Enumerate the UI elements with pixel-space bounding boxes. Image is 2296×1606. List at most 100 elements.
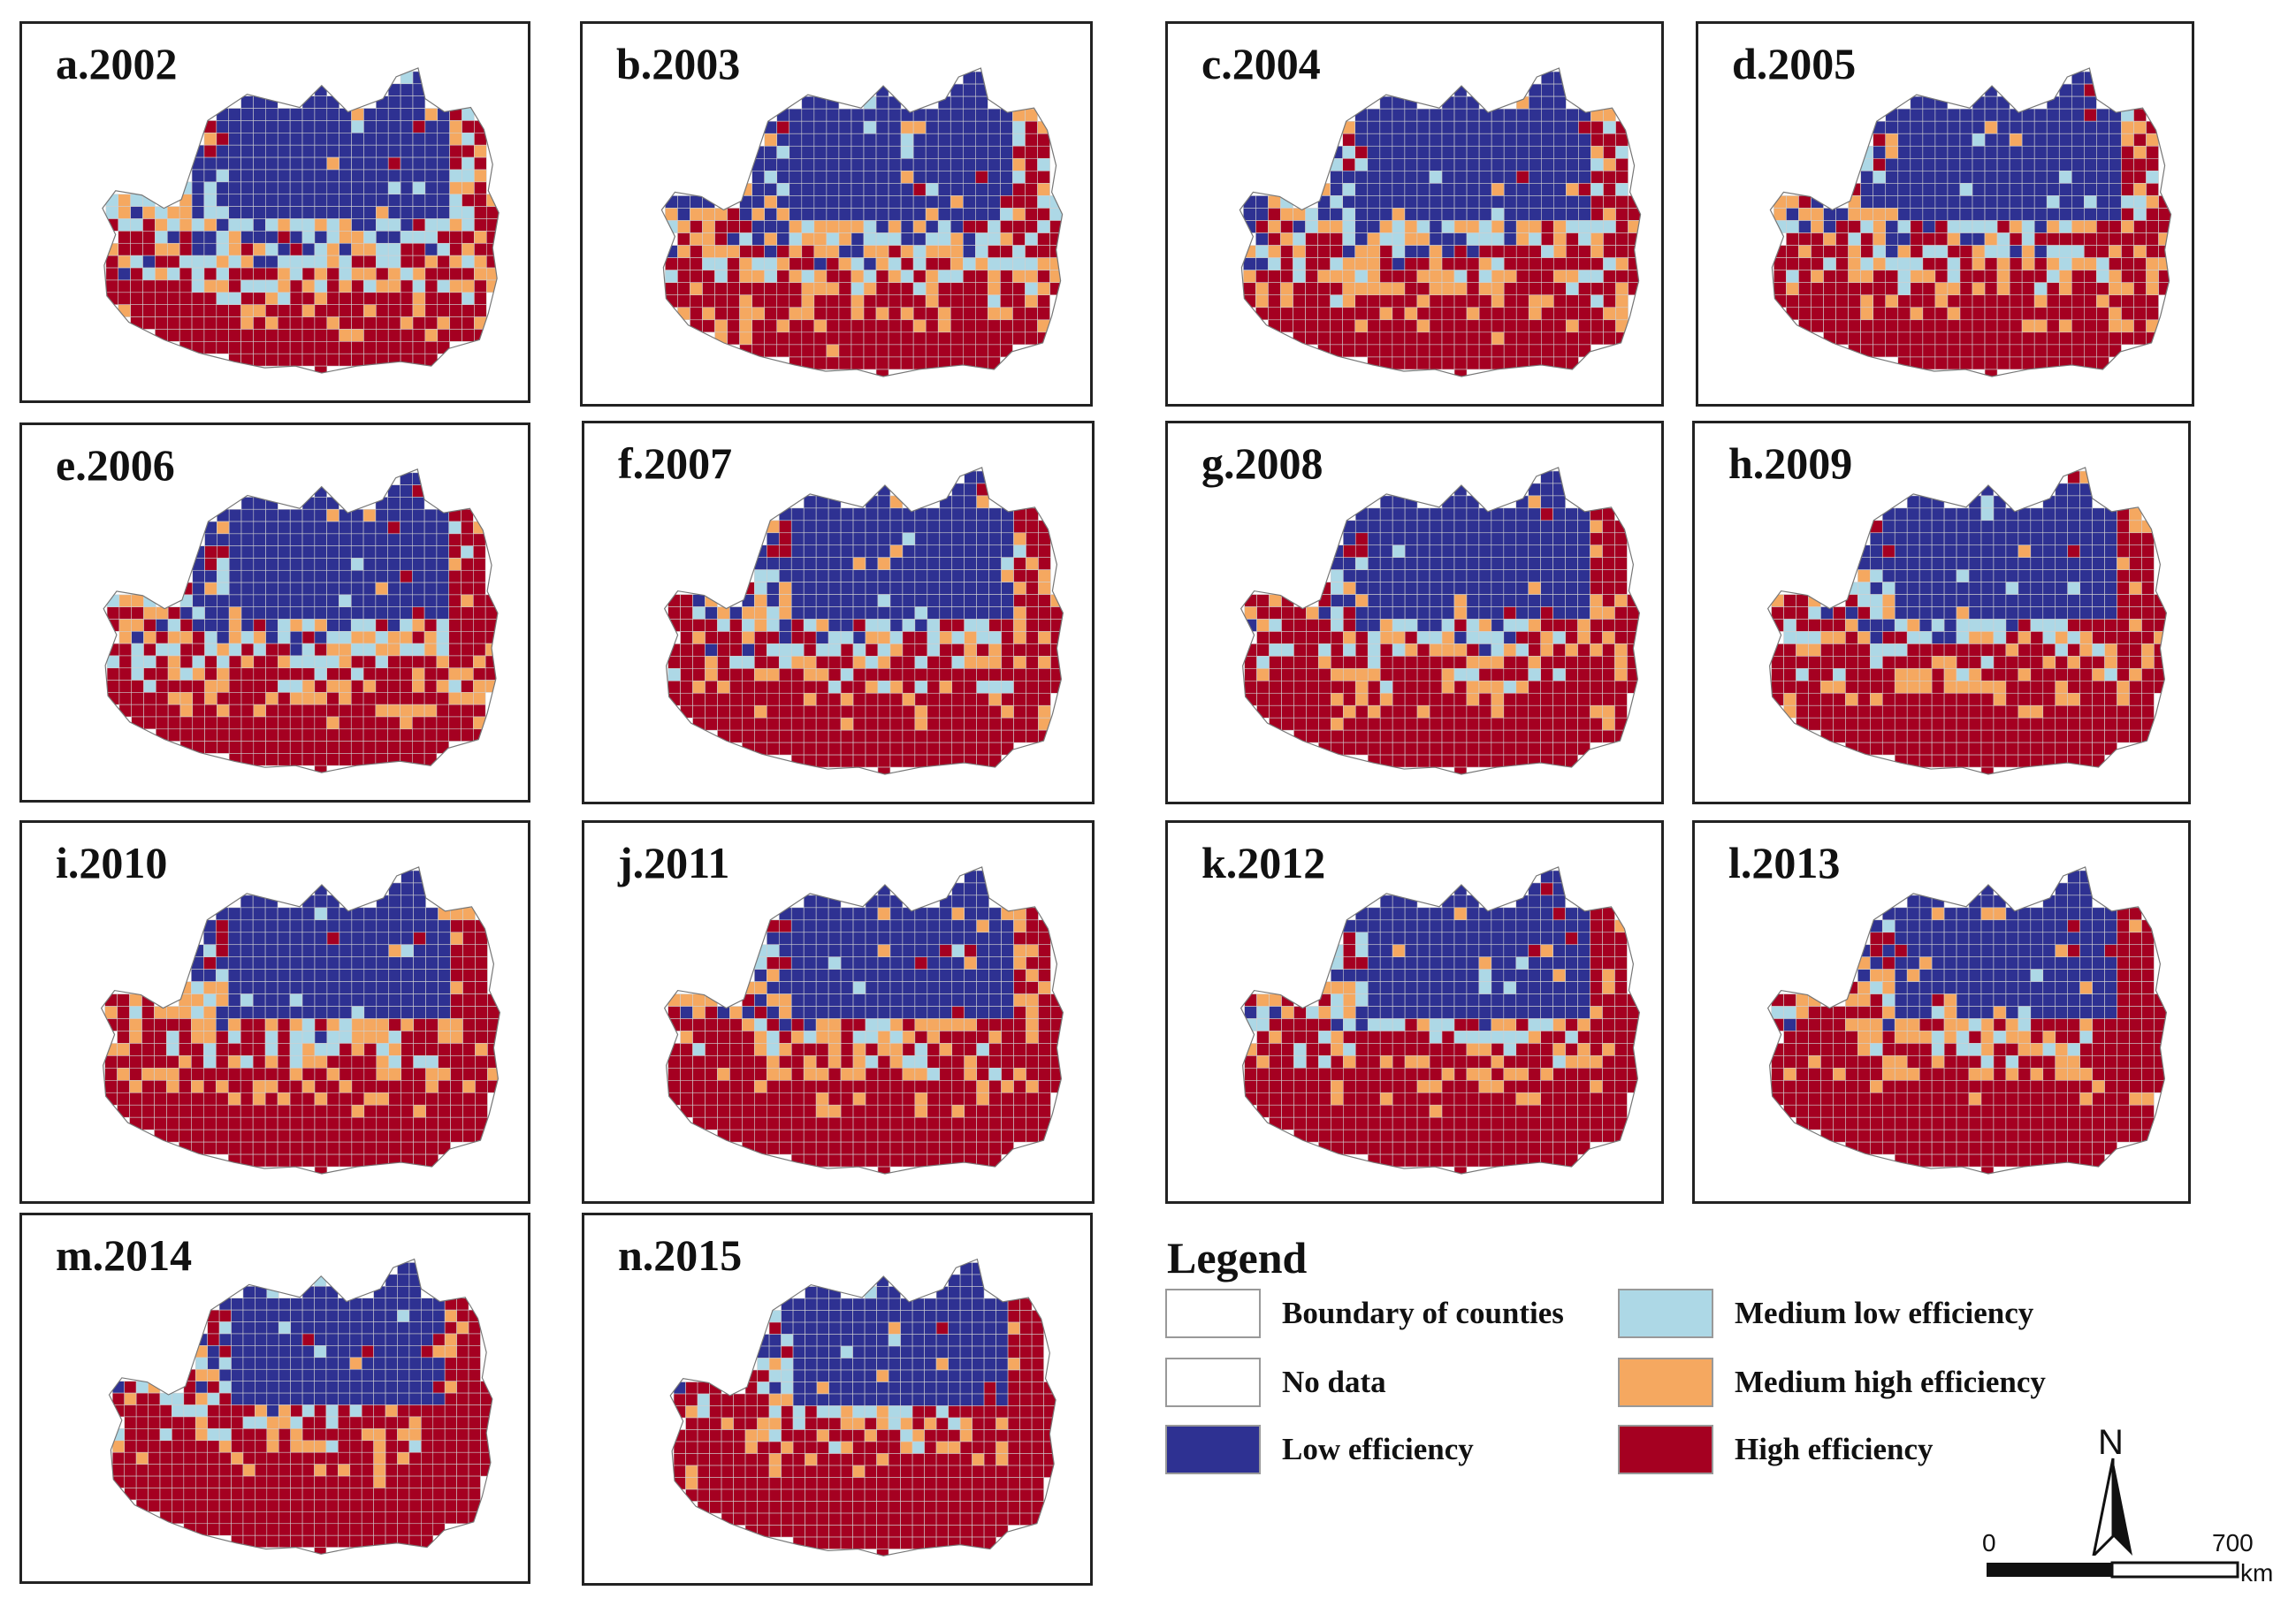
county-cell xyxy=(1466,158,1480,171)
county-cell xyxy=(1293,668,1307,681)
county-cell xyxy=(1392,656,1406,669)
county-cell xyxy=(400,120,414,133)
county-cell xyxy=(1590,656,1603,669)
county-cell xyxy=(950,307,964,321)
county-cell xyxy=(387,83,401,96)
county-cell xyxy=(988,331,1001,346)
county-cell xyxy=(437,231,450,244)
county-cell xyxy=(1293,282,1306,296)
county-cell xyxy=(462,932,476,946)
county-cell xyxy=(179,643,194,657)
county-cell xyxy=(1429,619,1443,632)
county-cell xyxy=(1897,356,1911,370)
county-cell xyxy=(1416,656,1430,669)
county-cell xyxy=(412,120,426,133)
county-cell xyxy=(203,194,217,207)
county-cell xyxy=(289,120,303,133)
county-cell xyxy=(387,341,401,354)
county-cell xyxy=(1491,606,1505,620)
county-cell xyxy=(1627,631,1640,644)
county-cell xyxy=(400,279,414,293)
county-cell xyxy=(253,667,266,681)
county-cell xyxy=(2058,220,2072,233)
county-cell xyxy=(1845,692,1858,706)
county-cell xyxy=(1392,120,1406,134)
county-cell xyxy=(778,668,792,681)
county-cell xyxy=(376,267,389,281)
county-cell xyxy=(326,242,339,256)
county-cell xyxy=(1429,643,1443,657)
county-cell xyxy=(400,969,414,982)
county-cell xyxy=(951,656,965,669)
county-cell xyxy=(912,356,927,370)
county-cell xyxy=(118,619,133,632)
county-cell xyxy=(865,557,879,570)
county-cell xyxy=(424,206,439,219)
panel-label: d.2005 xyxy=(1732,39,1857,88)
county-cell xyxy=(438,944,451,957)
county-cell xyxy=(448,631,461,644)
county-cell xyxy=(412,508,425,522)
county-cell xyxy=(301,545,316,559)
county-cell xyxy=(1305,245,1318,258)
county-cell xyxy=(1453,532,1468,546)
county-cell xyxy=(423,728,438,742)
county-cell xyxy=(289,558,303,571)
county-cell xyxy=(1602,619,1615,632)
county-cell xyxy=(2009,257,2023,270)
county-cell xyxy=(776,220,790,233)
county-cell xyxy=(400,894,414,909)
county-cell xyxy=(240,944,254,957)
county-cell xyxy=(1515,532,1529,546)
county-cell xyxy=(1037,171,1050,184)
county-cell xyxy=(1478,643,1492,657)
county-cell xyxy=(388,919,401,933)
county-cell xyxy=(1491,704,1505,719)
county-cell xyxy=(240,316,254,330)
county-cell xyxy=(413,907,426,921)
county-cell xyxy=(412,304,426,317)
county-cell xyxy=(840,619,854,632)
county-cell xyxy=(1577,704,1590,719)
county-cell xyxy=(179,993,192,1007)
county-cell xyxy=(851,208,865,221)
county-cell xyxy=(1590,606,1603,620)
county-cell xyxy=(1000,120,1013,134)
county-cell xyxy=(240,120,254,133)
county-cell xyxy=(265,242,278,256)
county-cell xyxy=(265,728,278,742)
county-cell xyxy=(1367,606,1381,620)
county-cell xyxy=(1934,245,1949,258)
county-cell xyxy=(900,158,914,171)
county-cell xyxy=(216,231,230,244)
county-cell xyxy=(1833,668,1846,681)
county-cell xyxy=(692,692,706,706)
county-cell xyxy=(461,329,475,342)
county-cell xyxy=(1466,754,1480,768)
county-cell xyxy=(840,729,854,743)
county-cell xyxy=(1552,606,1566,620)
county-cell xyxy=(362,741,377,754)
county-cell xyxy=(988,656,1002,669)
county-cell xyxy=(2092,754,2105,768)
county-cell xyxy=(789,319,803,333)
county-cell xyxy=(950,145,964,159)
county-cell xyxy=(252,919,266,933)
county-cell xyxy=(739,208,752,221)
county-cell xyxy=(2030,507,2044,521)
county-cell xyxy=(1798,319,1812,333)
county-cell xyxy=(1931,606,1945,620)
county-cell xyxy=(1379,668,1393,681)
county-cell xyxy=(1050,656,1064,669)
county-cell xyxy=(1996,344,2010,358)
county-cell xyxy=(412,545,425,559)
county-cell xyxy=(143,655,156,669)
county-cell xyxy=(217,704,230,718)
county-cell xyxy=(1956,729,1970,743)
county-cell xyxy=(1255,294,1269,308)
county-cell xyxy=(351,231,364,244)
county-cell xyxy=(240,144,254,158)
county-cell xyxy=(217,728,230,742)
county-cell xyxy=(801,195,815,209)
county-cell xyxy=(1491,171,1505,184)
